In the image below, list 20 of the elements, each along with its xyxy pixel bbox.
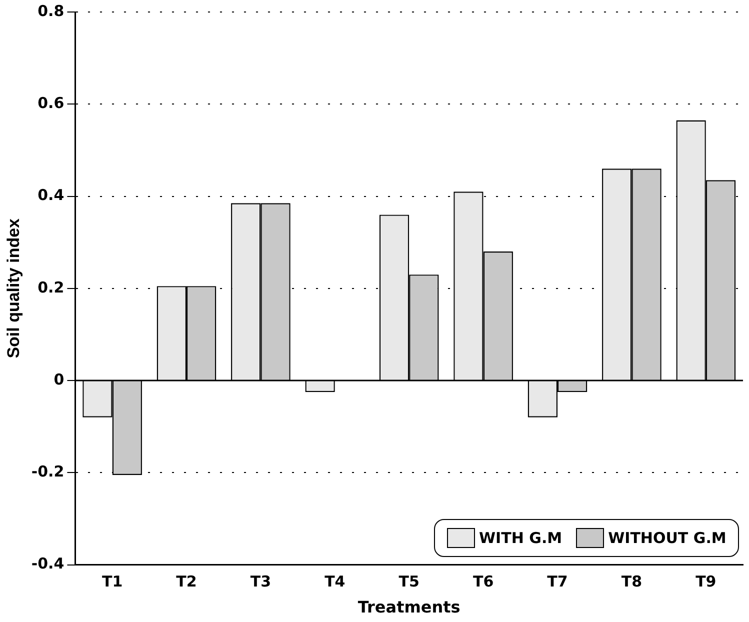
x-axis-title: Treatments	[358, 598, 460, 617]
x-tick-label: T5	[398, 572, 420, 591]
x-tick-label: T9	[696, 572, 716, 591]
x-tick-label: T4	[324, 572, 346, 591]
y-axis-title: Soil quality index	[4, 218, 23, 358]
y-tick-label: 0.6	[38, 94, 64, 112]
x-tick-label: T6	[472, 572, 494, 591]
y-tick-label: 0.2	[38, 278, 64, 296]
x-tick-label: T8	[621, 572, 642, 591]
y-tick-label: 0	[54, 370, 64, 388]
x-tick-label: T3	[250, 572, 272, 591]
y-tick-label: 0.8	[38, 2, 64, 20]
y-tick-label: -0.4	[31, 554, 64, 573]
y-tick-label: 0.4	[38, 186, 64, 204]
legend-label: WITH G.M	[479, 528, 562, 547]
x-tick-label: T2	[176, 572, 197, 591]
x-tick-label: T1	[102, 572, 123, 591]
y-tick-label: -0.2	[31, 462, 64, 481]
legend-label: WITHOUT G.M	[608, 528, 726, 547]
x-tick-label: T7	[547, 572, 568, 591]
